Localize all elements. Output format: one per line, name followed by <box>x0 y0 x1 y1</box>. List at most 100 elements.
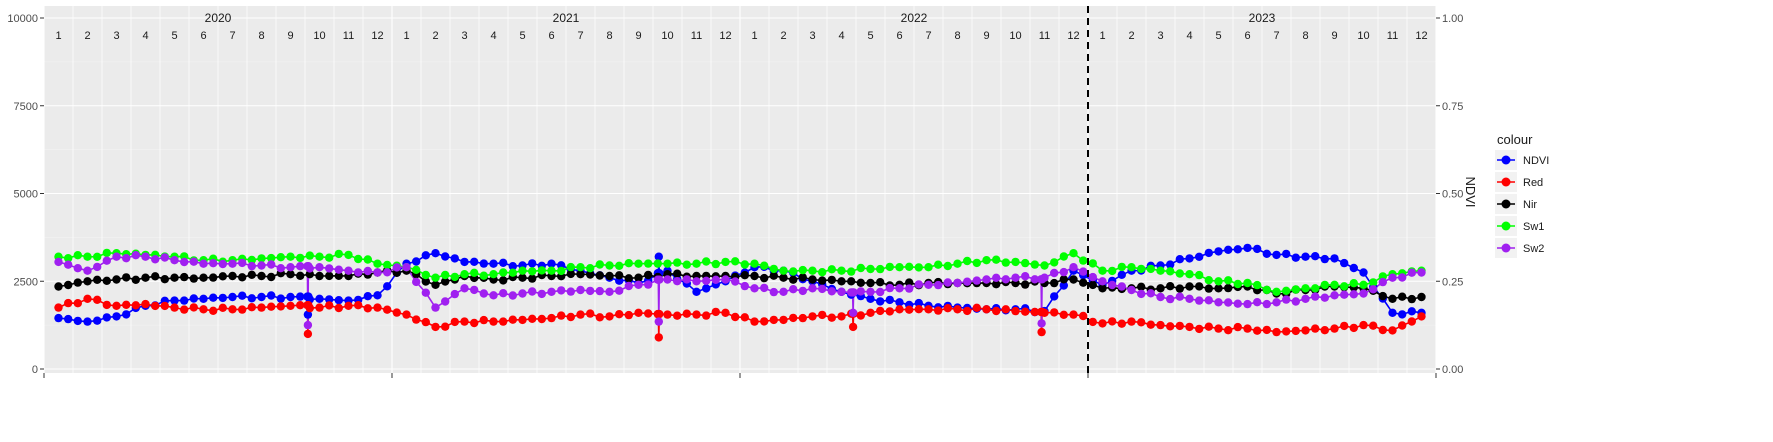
data-point-red <box>1156 320 1165 330</box>
data-point-nir <box>586 270 595 279</box>
month-label: 3 <box>113 30 119 42</box>
data-point-sw1 <box>1214 277 1223 286</box>
data-point-ndvi <box>692 287 701 296</box>
data-point-sw2 <box>1398 273 1407 282</box>
data-point-sw2 <box>1311 292 1320 301</box>
data-point-ndvi <box>431 249 440 258</box>
y2-tick-label: 0.50 <box>1442 189 1463 201</box>
data-point-red <box>711 307 720 317</box>
data-point-ndvi <box>1398 310 1407 319</box>
y2-axis-title: NDVI <box>1463 176 1478 207</box>
data-point-nir <box>267 272 276 282</box>
data-point-sw2 <box>924 280 933 289</box>
data-point-red <box>895 305 904 314</box>
data-point-sw2 <box>1156 292 1165 302</box>
data-point-red <box>325 301 334 310</box>
data-point-sw2 <box>644 280 653 289</box>
month-label: 7 <box>1273 30 1279 42</box>
data-point-nir <box>286 270 295 279</box>
data-point-ndvi <box>547 259 556 268</box>
data-point-sw1 <box>276 253 285 262</box>
data-point-ndvi <box>1301 252 1310 261</box>
data-point-red <box>392 308 401 317</box>
data-point-sw1 <box>953 259 962 268</box>
month-label: 7 <box>577 30 583 42</box>
data-point-red <box>1340 321 1349 331</box>
data-point-red <box>557 311 566 320</box>
data-point-red <box>586 309 595 318</box>
month-label: 1 <box>403 30 409 42</box>
data-point-sw2 <box>83 266 92 275</box>
data-point-nir <box>1224 283 1233 293</box>
data-point-sw2 <box>112 252 121 261</box>
data-point-ndvi <box>325 295 334 304</box>
data-point-nir <box>441 277 450 286</box>
data-point-nir <box>576 270 585 279</box>
data-point-red <box>866 308 875 317</box>
data-point-nir <box>1175 284 1185 293</box>
data-point-nir <box>1059 275 1069 284</box>
data-point-ndvi <box>1282 249 1291 259</box>
data-point-sw1 <box>847 267 856 276</box>
data-point-nir <box>93 275 102 284</box>
data-point-red <box>112 301 121 310</box>
y-tick-label: 10000 <box>7 13 38 25</box>
data-point-sw2 <box>450 289 459 299</box>
data-point-sw1 <box>83 252 92 261</box>
data-point-sw2 <box>557 286 566 295</box>
data-point-red <box>1243 324 1252 333</box>
data-point-ndvi <box>470 257 479 266</box>
data-point-nir <box>615 271 624 280</box>
data-point-ndvi <box>1117 270 1127 279</box>
data-point-ndvi <box>315 294 324 303</box>
data-point-red <box>508 315 517 324</box>
data-point-nir <box>228 271 237 281</box>
data-point-sw1 <box>354 254 363 264</box>
data-point-sw2 <box>1417 268 1426 277</box>
data-point-red <box>1282 327 1291 336</box>
legend-label-sw2: Sw2 <box>1523 243 1544 255</box>
data-point-sw1 <box>1243 278 1252 288</box>
data-point-sw1 <box>102 248 112 258</box>
data-point-nir <box>160 275 169 284</box>
data-point-sw2 <box>1272 298 1281 307</box>
data-point-ndvi <box>218 293 227 303</box>
data-point-nir <box>992 280 1001 289</box>
data-point-red <box>654 333 663 342</box>
data-point-red <box>1001 305 1010 314</box>
month-label: 11 <box>1387 30 1398 42</box>
data-point-sw2 <box>1175 292 1185 301</box>
data-point-sw1 <box>441 270 450 280</box>
data-point-red <box>1330 324 1339 333</box>
data-point-sw1 <box>73 251 83 260</box>
data-point-nir <box>595 271 604 280</box>
data-point-red <box>1195 324 1204 334</box>
month-label: 4 <box>490 30 496 42</box>
data-point-sw2 <box>354 268 363 277</box>
data-point-sw1 <box>1117 262 1127 272</box>
data-point-red <box>1117 319 1127 328</box>
data-point-sw1 <box>547 266 556 275</box>
data-point-sw2 <box>228 259 237 268</box>
month-label: 3 <box>461 30 467 42</box>
data-point-red <box>209 306 218 315</box>
data-point-sw1 <box>760 261 769 270</box>
data-point-sw2 <box>276 264 285 273</box>
data-point-sw1 <box>63 254 73 263</box>
data-point-sw2 <box>1108 280 1117 290</box>
data-point-red <box>731 312 740 322</box>
month-label: 11 <box>343 30 354 42</box>
data-point-sw2 <box>392 263 401 272</box>
data-point-sw2 <box>934 280 943 290</box>
data-point-ndvi <box>373 291 382 300</box>
data-point-ndvi <box>170 296 179 305</box>
data-point-nir <box>499 276 508 285</box>
data-point-nir <box>141 273 150 282</box>
legend-key-point <box>1501 243 1511 253</box>
data-point-sw2 <box>848 308 858 317</box>
data-point-sw1 <box>1040 261 1049 270</box>
data-point-sw2 <box>528 287 537 296</box>
data-point-red <box>692 310 701 319</box>
data-point-sw1 <box>1146 264 1156 274</box>
month-label: 10 <box>1357 30 1369 42</box>
